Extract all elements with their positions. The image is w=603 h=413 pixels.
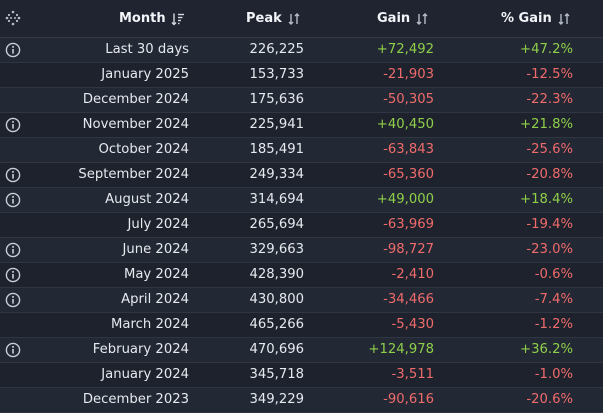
pct-gain-cell: +36.2% — [520, 342, 573, 357]
table-row: February 2024 470,696 +124,978 +36.2% — [0, 338, 603, 363]
peak-cell: 345,718 — [249, 367, 304, 382]
pct-gain-cell: -0.6% — [534, 267, 573, 282]
pct-gain-cell: -20.8% — [526, 167, 573, 182]
table-row: Last 30 days 226,225 +72,492 +47.2% — [0, 38, 603, 63]
pct-gain-cell: -25.6% — [526, 142, 573, 157]
gain-cell: -63,969 — [383, 217, 434, 232]
month-cell: December 2024 — [82, 92, 189, 107]
peak-cell: 349,229 — [249, 392, 304, 407]
column-header-gain-label: Gain — [377, 11, 411, 26]
info-icon[interactable] — [5, 42, 21, 58]
peak-cell: 226,225 — [249, 42, 304, 57]
pct-gain-cell: -1.2% — [534, 317, 573, 332]
table-row: October 2024 185,491 -63,843 -25.6% — [0, 138, 603, 163]
info-icon[interactable] — [5, 117, 21, 133]
pct-gain-cell: +18.4% — [520, 192, 573, 207]
table-row: March 2024 465,266 -5,430 -1.2% — [0, 313, 603, 338]
table-row: May 2024 428,390 -2,410 -0.6% — [0, 263, 603, 288]
column-header-month[interactable]: Month — [119, 0, 185, 38]
month-cell: August 2024 — [105, 192, 189, 207]
pct-gain-cell: -19.4% — [526, 217, 573, 232]
column-header-pct-gain[interactable]: % Gain — [501, 0, 571, 38]
table-header: Month Peak Gain % Gain — [0, 0, 603, 38]
gain-cell: -98,727 — [383, 242, 434, 257]
peak-cell: 430,800 — [249, 292, 304, 307]
month-cell: May 2024 — [123, 267, 189, 282]
peak-cell: 314,694 — [249, 192, 304, 207]
peak-cell: 153,733 — [249, 67, 304, 82]
info-icon[interactable] — [5, 342, 21, 358]
table-row: August 2024 314,694 +49,000 +18.4% — [0, 188, 603, 213]
pct-gain-cell: -20.6% — [526, 392, 573, 407]
month-cell: October 2024 — [98, 142, 189, 157]
table-row: April 2024 430,800 -34,466 -7.4% — [0, 288, 603, 313]
gain-cell: -63,843 — [383, 142, 434, 157]
sort-icon[interactable] — [287, 12, 301, 26]
peak-cell: 265,694 — [249, 217, 304, 232]
peak-cell: 470,696 — [249, 342, 304, 357]
gain-cell: +72,492 — [376, 42, 434, 57]
month-cell: November 2024 — [82, 117, 189, 132]
column-header-peak[interactable]: Peak — [246, 0, 301, 38]
gain-cell: -65,360 — [383, 167, 434, 182]
peak-cell: 249,334 — [249, 167, 304, 182]
pct-gain-cell: +47.2% — [520, 42, 573, 57]
pct-gain-cell: -22.3% — [526, 92, 573, 107]
month-cell: July 2024 — [127, 217, 189, 232]
column-header-peak-label: Peak — [246, 11, 282, 26]
table-row: November 2024 225,941 +40,450 +21.8% — [0, 113, 603, 138]
info-icon[interactable] — [5, 292, 21, 308]
info-icon[interactable] — [5, 167, 21, 183]
table-row: December 2023 349,229 -90,616 -20.6% — [0, 388, 603, 413]
gain-cell: -50,305 — [383, 92, 434, 107]
month-cell: February 2024 — [92, 342, 189, 357]
month-cell: January 2025 — [101, 67, 189, 82]
sort-icon[interactable] — [415, 12, 429, 26]
sort-descending-icon[interactable] — [171, 12, 185, 26]
pct-gain-cell: -23.0% — [526, 242, 573, 257]
gain-cell: -34,466 — [383, 292, 434, 307]
table-row: January 2024 345,718 -3,511 -1.0% — [0, 363, 603, 388]
gain-cell: -90,616 — [383, 392, 434, 407]
month-cell: September 2024 — [78, 167, 189, 182]
table-body: Last 30 days 226,225 +72,492 +47.2% January … — [0, 38, 603, 413]
pct-gain-cell: -1.0% — [534, 367, 573, 382]
month-cell: June 2024 — [122, 242, 189, 257]
info-icon[interactable] — [5, 267, 21, 283]
gain-cell: -3,511 — [391, 367, 434, 382]
peak-cell: 465,266 — [249, 317, 304, 332]
drag-handle-icon[interactable] — [4, 9, 22, 27]
gain-cell: -5,430 — [391, 317, 434, 332]
gain-cell: +49,000 — [376, 192, 434, 207]
column-header-gain[interactable]: Gain — [377, 0, 429, 38]
table-row: January 2025 153,733 -21,903 -12.5% — [0, 63, 603, 88]
column-header-pct-gain-label: % Gain — [501, 11, 552, 26]
peak-cell: 225,941 — [249, 117, 304, 132]
month-cell: March 2024 — [111, 317, 189, 332]
peak-cell: 329,663 — [249, 242, 304, 257]
table-row: December 2024 175,636 -50,305 -22.3% — [0, 88, 603, 113]
sort-icon[interactable] — [557, 12, 571, 26]
table-row: July 2024 265,694 -63,969 -19.4% — [0, 213, 603, 238]
gain-cell: -2,410 — [391, 267, 434, 282]
month-cell: Last 30 days — [105, 42, 189, 57]
peak-cell: 175,636 — [249, 92, 304, 107]
table-row: June 2024 329,663 -98,727 -23.0% — [0, 238, 603, 263]
month-cell: January 2024 — [101, 367, 189, 382]
peak-cell: 428,390 — [249, 267, 304, 282]
column-header-month-label: Month — [119, 11, 166, 26]
info-icon[interactable] — [5, 242, 21, 258]
pct-gain-cell: -12.5% — [526, 67, 573, 82]
gain-cell: -21,903 — [383, 67, 434, 82]
gain-cell: +124,978 — [368, 342, 434, 357]
month-cell: December 2023 — [82, 392, 189, 407]
gain-cell: +40,450 — [376, 117, 434, 132]
table-row: September 2024 249,334 -65,360 -20.8% — [0, 163, 603, 188]
info-icon[interactable] — [5, 192, 21, 208]
peak-cell: 185,491 — [249, 142, 304, 157]
month-cell: April 2024 — [121, 292, 189, 307]
pct-gain-cell: -7.4% — [534, 292, 573, 307]
pct-gain-cell: +21.8% — [520, 117, 573, 132]
